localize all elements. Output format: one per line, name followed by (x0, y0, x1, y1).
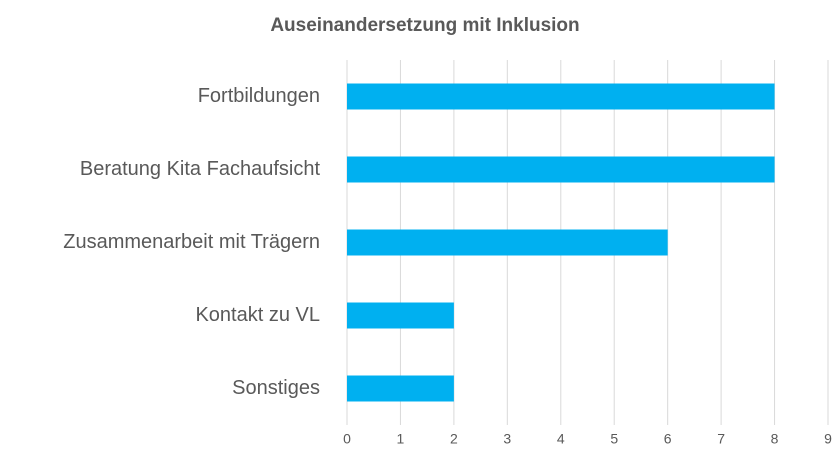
x-tick-label: 1 (397, 431, 405, 447)
y-tick-label: Kontakt zu VL (195, 304, 320, 326)
x-tick-label: 4 (557, 431, 565, 447)
y-tick-label: Fortbildungen (198, 85, 320, 107)
bar (347, 229, 668, 256)
x-tick-label: 3 (503, 431, 511, 447)
x-tick-label: 5 (610, 431, 618, 447)
x-tick-label: 9 (824, 431, 832, 447)
x-tick-label: 8 (771, 431, 779, 447)
bar (347, 375, 454, 402)
y-tick-label: Beratung Kita Fachaufsicht (80, 158, 321, 180)
x-tick-label: 6 (664, 431, 672, 447)
bar (347, 156, 775, 183)
bar (347, 302, 454, 329)
x-tick-label: 0 (343, 431, 351, 447)
y-tick-label: Sonstiges (232, 377, 320, 399)
y-tick-label: Zusammenarbeit mit Trägern (63, 231, 320, 253)
x-tick-label: 2 (450, 431, 458, 447)
x-tick-label: 7 (717, 431, 725, 447)
bar (347, 83, 775, 110)
chart-title: Auseinandersetzung mit Inklusion (270, 15, 579, 36)
